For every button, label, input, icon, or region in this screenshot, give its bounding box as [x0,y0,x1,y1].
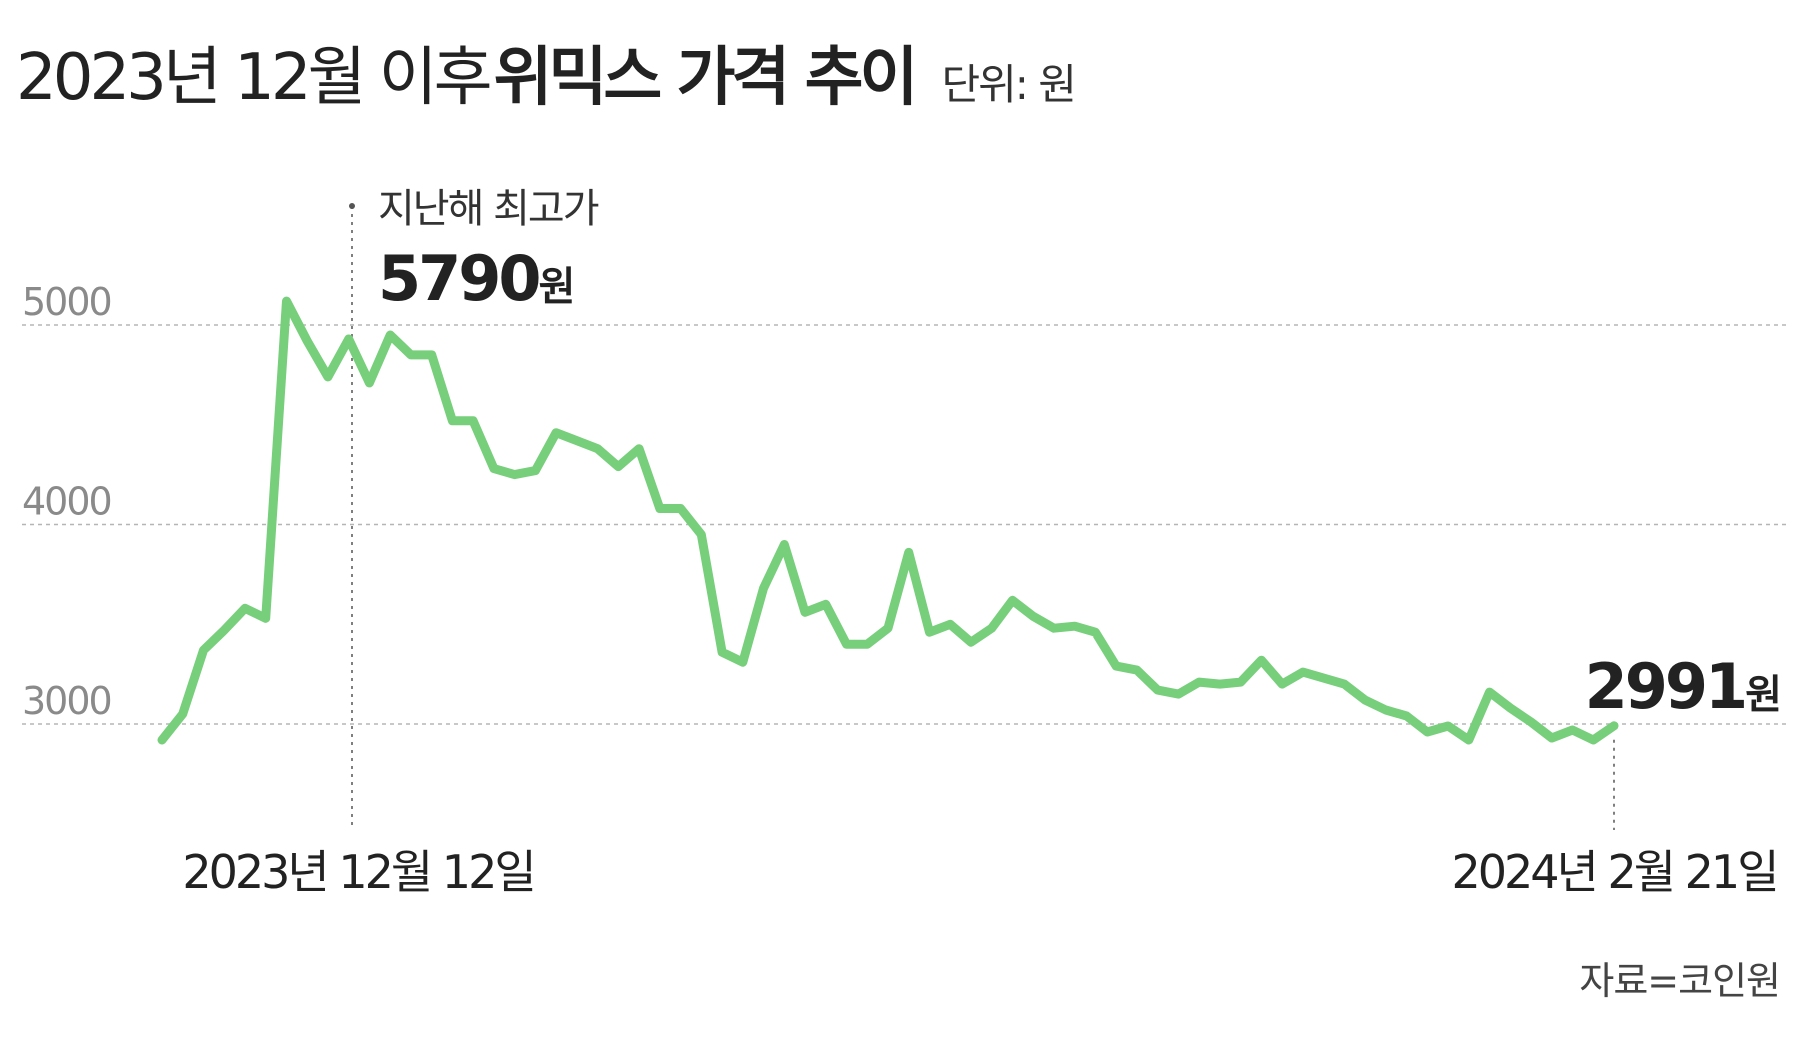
last-annotation-value-text: 2991원 [1585,650,1782,723]
chart-title: 2023년 12월 이후 위믹스 가격 추이 단위: 원 [16,26,1077,116]
last-unit: 원 [1745,672,1782,718]
title-bold: 위믹스 가격 추이 [493,41,919,115]
y-tick-label-4000: 4000 [22,480,111,524]
unit-label: 단위: 원 [941,60,1076,109]
source-note: 자료=코인원 [1579,959,1781,1003]
x-tick-label-end: 2024년 2월 21일 [1451,845,1776,899]
peak-value: 5790 [378,242,539,315]
peak-annotation-value-text: 5790원 [378,242,575,315]
y-tick-label-3000: 3000 [22,679,111,723]
x-tick-label-start: 2023년 12월 12일 [182,845,533,899]
reference-lines [349,203,1615,830]
peak-unit: 원 [539,264,576,310]
y-axis-labels: 5000 4000 3000 [22,280,113,723]
price-line [157,296,1619,745]
title-prefix: 2023년 12월 이후 [16,41,493,115]
grid-lines [22,324,1790,725]
last-value: 2991 [1585,650,1746,723]
y-tick-label-5000: 5000 [22,280,111,324]
series-line [157,296,1619,745]
peak-annotation-label: 지난해 최고가 [378,186,599,232]
peak-reference-dot [349,203,355,209]
